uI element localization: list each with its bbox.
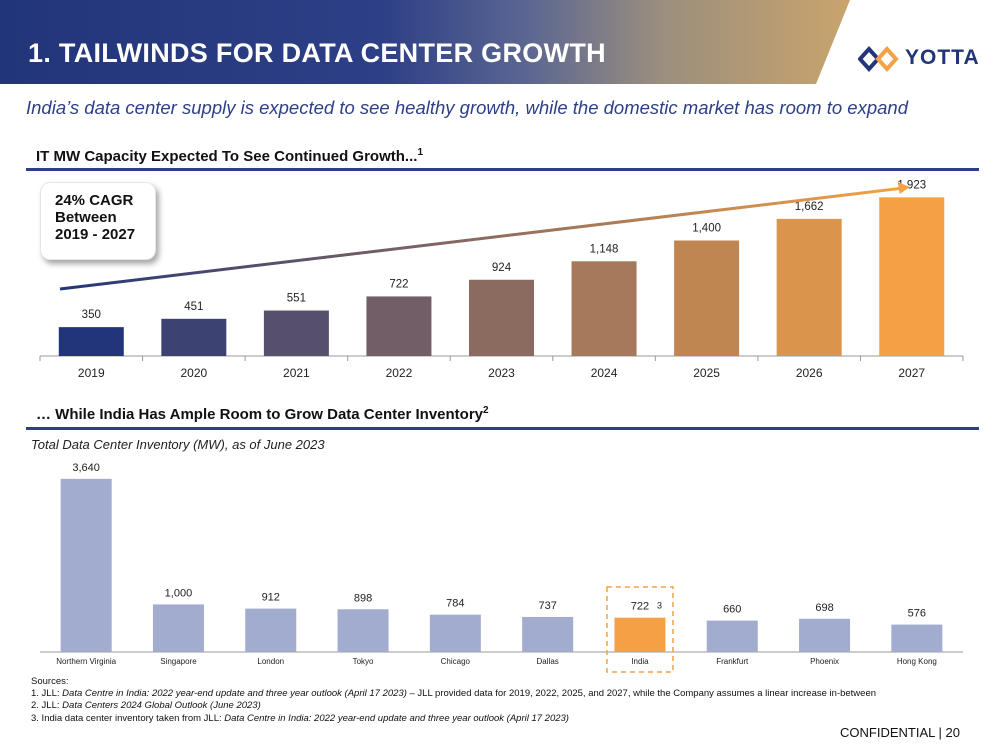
capacity-data-label: 1,148	[590, 243, 619, 255]
inventory-data-label: 660	[723, 604, 741, 616]
capacity-chart-title-footnote: 1	[417, 147, 423, 158]
inventory-x-tick-label: Chicago	[441, 657, 471, 666]
inventory-data-label: 3,640	[72, 462, 100, 474]
header: 1. TAILWINDS FOR DATA CENTER GROWTH YOTT…	[0, 0, 999, 84]
confidential-label: CONFIDENTIAL | 20	[840, 725, 960, 740]
capacity-x-tick-label: 2021	[283, 366, 310, 380]
inventory-bar	[429, 614, 481, 652]
inventory-data-label: 784	[446, 598, 464, 610]
cagr-trend-line	[59, 187, 900, 291]
inventory-chart-title-footnote: 2	[483, 405, 489, 416]
inventory-x-tick-label: Frankfurt	[716, 657, 749, 666]
inventory-india-footnote: 3	[657, 601, 662, 611]
inventory-chart-title: … While India Has Ample Room to Grow Dat…	[36, 405, 489, 423]
footnotes: Sources: 1. JLL: Data Centre in India: 2…	[31, 676, 961, 725]
capacity-data-label: 924	[492, 262, 512, 274]
cagr-trend-arrowhead	[897, 182, 910, 194]
footnote-2: 2. JLL: Data Centers 2024 Global Outlook…	[31, 700, 961, 712]
capacity-chart-title: IT MW Capacity Expected To See Continued…	[36, 147, 423, 165]
inventory-x-tick-label: Northern Virginia	[56, 657, 116, 666]
inventory-data-label: 576	[908, 608, 926, 620]
inventory-bar	[891, 624, 943, 652]
page-title: 1. TAILWINDS FOR DATA CENTER GROWTH	[28, 38, 606, 68]
capacity-x-tick-label: 2024	[591, 366, 618, 380]
footnote-1-source: Data Centre in India: 2022 year-end upda…	[62, 688, 407, 700]
capacity-bar	[571, 261, 637, 356]
inventory-x-tick-label: Hong Kong	[897, 657, 937, 666]
inventory-data-label: 722	[631, 601, 649, 613]
capacity-x-tick-label: 2023	[488, 366, 515, 380]
inventory-bar-india	[614, 617, 666, 652]
capacity-x-tick-label: 2020	[180, 366, 207, 380]
capacity-data-label: 1,400	[692, 223, 721, 235]
capacity-data-label: 451	[184, 301, 203, 313]
capacity-chart-title-text: IT MW Capacity Expected To See Continued…	[36, 148, 418, 165]
capacity-x-tick-label: 2025	[693, 366, 720, 380]
inventory-bar	[706, 620, 758, 652]
footnote-2-source: Data Centers 2024 Global Outlook (June 2…	[62, 700, 261, 712]
inventory-x-tick-label: Tokyo	[353, 657, 374, 666]
capacity-bar	[776, 218, 842, 356]
inventory-bar	[337, 609, 389, 652]
capacity-bar	[58, 327, 124, 356]
capacity-bar	[161, 318, 227, 356]
footnote-3-prefix: 3. India data center inventory taken fro…	[31, 712, 225, 724]
capacity-x-tick-label: 2027	[898, 366, 925, 380]
inventory-x-tick-label: London	[257, 657, 284, 666]
header-banner	[0, 0, 850, 84]
footnote-2-prefix: 2. JLL:	[31, 700, 63, 712]
inventory-chart-title-text: … While India Has Ample Room to Grow Dat…	[36, 406, 484, 423]
inventory-chart-subtitle: Total Data Center Inventory (MW), as of …	[31, 437, 325, 452]
capacity-data-label: 551	[287, 293, 306, 305]
capacity-data-label: 1,662	[795, 201, 824, 213]
india-highlight-box	[606, 586, 674, 673]
inventory-data-label: 1,000	[165, 587, 193, 599]
page-subtitle: India’s data center supply is expected t…	[26, 97, 908, 118]
cagr-text: 24% CAGR Between 2019 - 2027	[55, 192, 136, 243]
inventory-chart-rule	[26, 427, 979, 430]
inventory-bar	[522, 616, 574, 652]
footnote-1-suffix: – JLL provided data for 2019, 2022, 2025…	[406, 688, 877, 700]
inventory-x-tick-label: India	[631, 657, 649, 666]
capacity-x-tick-label: 2022	[386, 366, 413, 380]
logo-text: YOTTA	[905, 46, 980, 69]
capacity-bar	[674, 240, 740, 356]
inventory-data-label: 698	[815, 602, 833, 614]
footnote-3-source: Data Centre in India: 2022 year-end upda…	[224, 712, 569, 724]
inventory-chart: 3,640 Northern Virginia 1,000 Singapore 912 L…	[40, 462, 963, 673]
footnote-1: 1. JLL: Data Centre in India: 2022 year-…	[31, 688, 961, 700]
logo-mark-icon	[858, 46, 899, 72]
inventory-bar	[245, 608, 297, 652]
inventory-data-label: 737	[538, 600, 556, 612]
capacity-bar	[366, 296, 432, 356]
yotta-logo: YOTTA	[858, 44, 988, 74]
capacity-x-tick-label: 2026	[796, 366, 823, 380]
inventory-x-tick-label: Phoenix	[810, 657, 839, 666]
capacity-bar	[263, 310, 329, 356]
capacity-x-tick-label: 2019	[78, 366, 105, 380]
inventory-data-label: 912	[262, 592, 280, 604]
capacity-bar	[469, 279, 534, 356]
inventory-x-tick-label: Singapore	[160, 657, 197, 666]
inventory-bar	[60, 478, 112, 652]
footnote-heading: Sources:	[31, 676, 69, 687]
cagr-callout: 24% CAGR Between 2019 - 2027	[40, 182, 156, 260]
capacity-chart: 350 2019 451 2020 551 2021 722 2022 924 2023 1,148…	[39, 179, 964, 380]
inventory-bar	[152, 604, 204, 652]
capacity-data-label: 350	[82, 309, 101, 321]
capacity-chart-rule	[26, 168, 979, 171]
inventory-data-label: 898	[354, 592, 372, 604]
inventory-bar	[799, 618, 851, 652]
capacity-bar	[879, 197, 945, 356]
footnote-1-prefix: 1. JLL:	[31, 688, 63, 700]
capacity-data-label: 722	[389, 278, 408, 290]
inventory-x-tick-label: Dallas	[537, 657, 559, 666]
footnote-3: 3. India data center inventory taken fro…	[31, 713, 961, 725]
